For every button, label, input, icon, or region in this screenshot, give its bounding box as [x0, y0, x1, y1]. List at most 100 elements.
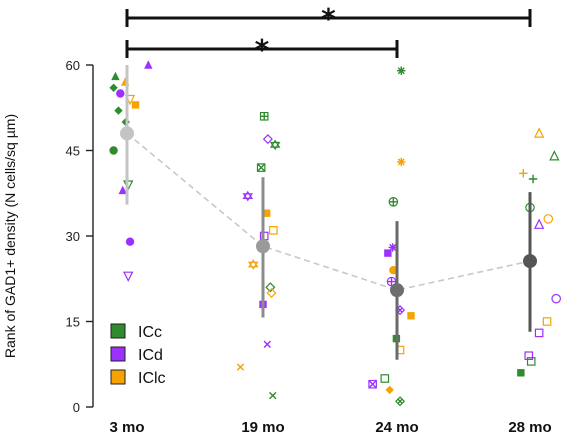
- data-point: [551, 293, 561, 304]
- data-point: [543, 214, 554, 224]
- marker-shape: [387, 277, 396, 286]
- x-tick-label: 3 mo: [109, 419, 144, 436]
- marker-shape: [262, 134, 273, 145]
- data-point: [265, 282, 276, 293]
- data-point: [144, 60, 153, 69]
- data-point: [109, 83, 118, 92]
- data-point: [256, 163, 266, 172]
- mean-point: [390, 283, 404, 298]
- significance-star: *: [321, 2, 336, 35]
- marker-shape: [394, 396, 406, 407]
- data-point: [269, 139, 281, 151]
- data-point: [111, 71, 120, 81]
- data-point: [131, 101, 140, 109]
- marker-shape: [123, 271, 134, 282]
- y-tick-label: 60: [66, 58, 80, 73]
- x-tick-label: 19 mo: [241, 419, 284, 436]
- data-point: [118, 185, 127, 195]
- data-point: [533, 218, 545, 229]
- data-point: [262, 134, 273, 145]
- data-point: [407, 312, 415, 320]
- marker-shape: [526, 357, 536, 366]
- marker-shape: [263, 340, 271, 348]
- data-point: [519, 169, 528, 178]
- summary-stats: [120, 65, 537, 360]
- marker-shape: [551, 293, 561, 304]
- data-point: [524, 351, 534, 361]
- data-point: [368, 379, 377, 389]
- marker-shape: [269, 226, 278, 235]
- data-point: [123, 271, 134, 282]
- marker-shape: [266, 287, 277, 299]
- marker-shape: [542, 317, 552, 326]
- mean-trend-line: [126, 132, 531, 291]
- marker-shape: [242, 190, 254, 200]
- marker-shape: [256, 163, 266, 172]
- marker-shape: [114, 106, 123, 115]
- marker-shape: [549, 150, 560, 161]
- data-point: [125, 237, 135, 246]
- data-point: [397, 157, 406, 167]
- marker-shape: [534, 328, 544, 338]
- data-point: [397, 66, 406, 75]
- marker-shape: [533, 127, 545, 138]
- y-tick-label: 45: [66, 144, 80, 159]
- marker-shape: [260, 112, 268, 121]
- legend-label: ICc: [138, 324, 162, 341]
- marker-shape: [236, 363, 245, 371]
- marker-shape: [125, 237, 135, 246]
- marker-shape: [397, 398, 403, 404]
- data-point: [533, 127, 545, 138]
- data-point: [528, 174, 538, 184]
- marker-shape: [389, 197, 398, 207]
- y-axis: 0 15 30 45 60: [66, 58, 94, 415]
- data-point: [262, 209, 271, 217]
- marker-shape: [269, 141, 281, 151]
- marker-shape: [368, 379, 377, 389]
- marker-shape: [116, 89, 125, 98]
- data-point: [116, 89, 125, 98]
- marker-shape: [269, 391, 277, 400]
- data-point: [534, 328, 544, 338]
- y-tick-label: 0: [73, 400, 80, 415]
- marker-shape: [247, 261, 259, 270]
- marker-shape: [388, 243, 397, 252]
- x-tick-label: 28 mo: [508, 419, 551, 436]
- marker-shape: [256, 163, 266, 172]
- data-point: [242, 190, 254, 202]
- data-point: [389, 266, 398, 275]
- legend-swatch: [110, 323, 126, 339]
- marker-shape: [528, 174, 538, 184]
- marker-shape: [242, 193, 254, 202]
- mean-point: [256, 239, 270, 254]
- marker-shape: [118, 185, 127, 195]
- marker-shape: [380, 374, 390, 383]
- marker-shape: [111, 71, 120, 81]
- data-point: [388, 197, 399, 207]
- data-point: [263, 340, 271, 348]
- mean-point: [120, 126, 134, 141]
- legend: ICc ICd IClc: [110, 323, 166, 387]
- y-tick-label: 30: [66, 229, 80, 244]
- data-point: [384, 249, 392, 257]
- marker-shape: [524, 351, 534, 361]
- legend-label: ICd: [138, 347, 163, 364]
- significance-brackets: **: [125, 2, 532, 66]
- marker-shape: [397, 157, 406, 167]
- data-point: [394, 396, 406, 407]
- data-point: [517, 369, 525, 377]
- marker-shape: [517, 369, 525, 377]
- data-point: [549, 150, 560, 161]
- marker-shape: [109, 83, 118, 92]
- data-point: [380, 374, 390, 383]
- marker-shape: [543, 214, 554, 224]
- marker-shape: [131, 101, 140, 109]
- data-point: [269, 391, 277, 400]
- marker-shape: [397, 307, 403, 313]
- marker-shape: [397, 66, 406, 75]
- marker-shape: [265, 282, 276, 293]
- data-point: [259, 112, 269, 121]
- mean-trend: [126, 132, 531, 291]
- marker-shape: [262, 209, 271, 217]
- marker-shape: [533, 218, 545, 229]
